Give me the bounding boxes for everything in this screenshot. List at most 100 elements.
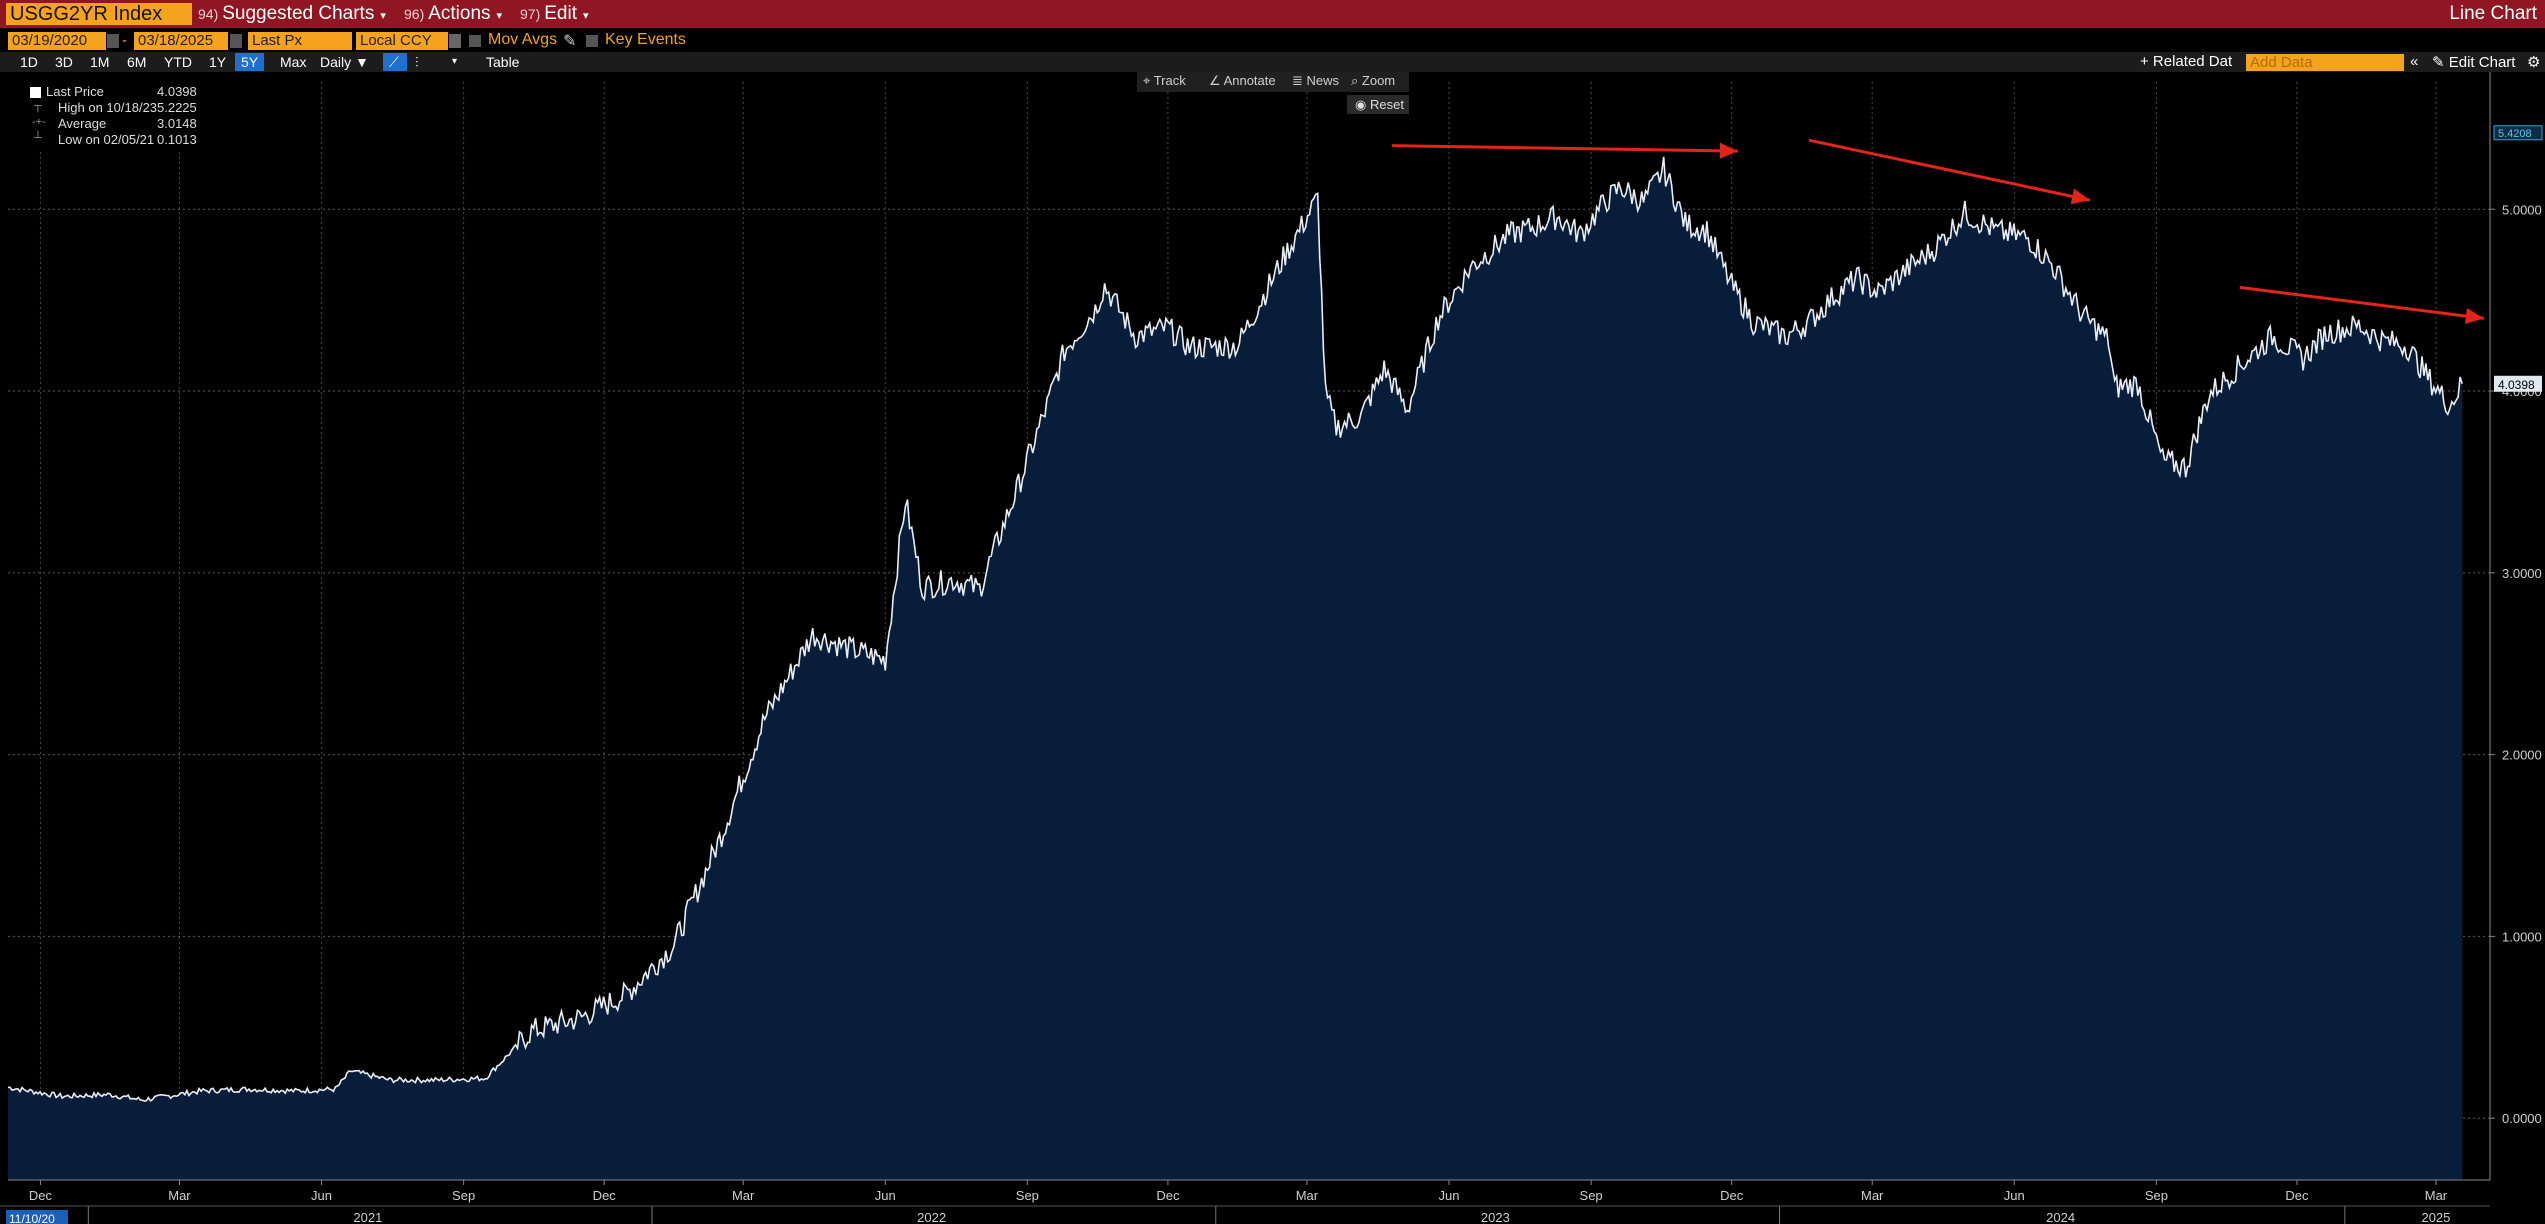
menu-number: 97) [520, 6, 541, 22]
frequency-select[interactable]: Daily ▼ [314, 53, 375, 71]
chevron-down-icon[interactable] [449, 34, 461, 48]
range-1d[interactable]: 1D [20, 54, 38, 70]
y-tick-label: 5.0000 [2502, 202, 2542, 217]
pencil-icon: ✎ [2432, 54, 2445, 71]
x-tick-label: Dec [29, 1188, 53, 1203]
line-chart-icon[interactable]: ⟋ [383, 53, 407, 71]
start-date-label: 11/10/20 [9, 1212, 55, 1224]
annotate-button[interactable]: ∠ Annotate [1209, 73, 1276, 89]
range-3d[interactable]: 3D [55, 54, 73, 70]
date-separator: - [122, 32, 127, 49]
legend-value: 4.0398 [157, 84, 197, 99]
annotations [1391, 138, 2485, 324]
collapse-icon[interactable]: « [2410, 53, 2419, 70]
y-tick-label: 2.0000 [2502, 748, 2542, 763]
x-tick-label: Mar [168, 1188, 191, 1203]
chevron-down-icon[interactable]: ▾ [452, 56, 458, 67]
x-tick-label: Dec [593, 1188, 617, 1203]
low-marker-icon: ┴ [34, 132, 42, 144]
gear-icon[interactable]: ⚙ [2527, 54, 2541, 71]
news-button[interactable]: ≣ News [1292, 73, 1339, 89]
x-tick-label: Dec [1156, 1188, 1180, 1203]
edit-chart-button[interactable]: ✎ Edit Chart [2432, 53, 2515, 71]
chevron-down-icon: ▾ [380, 10, 386, 22]
range-max[interactable]: Max [280, 54, 307, 70]
bar-chart-icon[interactable]: ⫶ [415, 54, 419, 70]
related-data-label[interactable]: + Related Dat [2140, 53, 2233, 70]
x-tick-label: Dec [1720, 1188, 1744, 1203]
start-date-tag [6, 1210, 68, 1224]
track-button[interactable]: ⌖ Track [1143, 73, 1186, 89]
tool-label: Track [1153, 73, 1186, 88]
year-label: 2025 [2421, 1210, 2450, 1224]
reset-label: Reset [1369, 97, 1404, 112]
trend-arrow [1808, 138, 2091, 202]
x-tick-label: Dec [2285, 1188, 2309, 1203]
arrow-head [2464, 308, 2484, 324]
mov-avgs-label[interactable]: Mov Avgs [488, 31, 558, 48]
axes: 0.00001.00002.00003.00004.00005.0000DecM… [0, 72, 2543, 1224]
last-price-swatch[interactable] [30, 87, 41, 98]
range-5y[interactable]: 5Y [235, 53, 265, 71]
menu-label: Edit [544, 3, 577, 24]
edit-menu[interactable]: 97) Edit ▾ [520, 2, 589, 26]
zoom-button[interactable]: ⌕ Zoom [1351, 73, 1395, 89]
range-1m[interactable]: 1M [90, 54, 110, 70]
x-tick-label: Sep [452, 1188, 475, 1203]
edit-chart-label: Edit Chart [2448, 54, 2516, 71]
chart-toolbar: ⌖ Track ∠ Annotate ≣ News ⌕ Zoom [1137, 72, 1409, 92]
menu-label: Suggested Charts [222, 3, 375, 24]
price-chart[interactable]: 0.00001.00002.00003.00004.00005.0000DecM… [0, 72, 2545, 1224]
legend-label: Last Price [46, 84, 104, 99]
end-date-field[interactable]: 03/18/2025 [134, 32, 228, 50]
magnifier-icon: ⌕ [1351, 73, 1359, 88]
menu-label: Actions [428, 3, 491, 24]
trend-arrow [2239, 285, 2485, 320]
year-label: 2021 [353, 1210, 382, 1224]
start-date-field[interactable]: 03/19/2020 [8, 32, 106, 50]
calendar-icon[interactable] [107, 34, 119, 48]
actions-menu[interactable]: 96) Actions ▾ [404, 2, 502, 26]
range-1y[interactable]: 1Y [209, 54, 227, 70]
average-marker-icon: -+- [32, 116, 46, 128]
y-tick-label: 1.0000 [2502, 929, 2542, 944]
menu-number: 96) [404, 6, 425, 22]
legend-value: 5.2225 [157, 100, 197, 115]
mov-avgs-checkbox[interactable] [469, 35, 481, 47]
ticker-input[interactable]: USGG2YR Index [6, 3, 192, 25]
range-bar: 1D 3D 1M 6M YTD 1Y 5Y Max Daily ▼ ⟋ ⫶ ▾ … [0, 52, 2545, 72]
range-ytd[interactable]: YTD [164, 54, 192, 70]
title-bar: USGG2YR Index 94) Suggested Charts ▾ 96) Ac… [0, 0, 2545, 28]
legend-value: 3.0148 [157, 116, 197, 131]
x-tick-label: Jun [2004, 1188, 2025, 1203]
x-tick-label: Mar [1296, 1188, 1319, 1203]
x-tick-label: Sep [1016, 1188, 1039, 1203]
suggested-charts-menu[interactable]: 94) Suggested Charts ▾ [198, 2, 386, 26]
add-data-input[interactable]: Add Data [2246, 54, 2404, 71]
reset-button[interactable]: ◉ Reset [1347, 95, 1409, 114]
menu-number: 94) [198, 6, 219, 22]
x-tick-label: Mar [732, 1188, 755, 1203]
x-tick-label: Sep [1580, 1188, 1603, 1203]
crosshair-icon: ⌖ [1143, 73, 1151, 88]
key-events-checkbox[interactable] [586, 35, 598, 47]
tool-label: Zoom [1361, 73, 1396, 88]
year-label: 2022 [917, 1210, 946, 1224]
legend-label: Low on 02/05/21 [58, 132, 155, 147]
price-line [8, 156, 2463, 1102]
x-tick-label: Jun [311, 1188, 332, 1203]
legend-label: Average [58, 116, 107, 131]
area-fill [8, 156, 2463, 1181]
y-tick-label: 3.0000 [2502, 566, 2542, 581]
currency-select[interactable]: Local CCY [356, 32, 448, 50]
price-field-select[interactable]: Last Px [248, 32, 352, 50]
range-6m[interactable]: 6M [127, 54, 147, 70]
key-events-label[interactable]: Key Events [605, 31, 686, 48]
pencil-icon[interactable]: ✎ [563, 33, 577, 50]
arrow-head [1719, 142, 1738, 159]
calendar-icon[interactable] [230, 34, 242, 48]
x-tick-label: Mar [1861, 1188, 1884, 1203]
radio-icon: ◉ [1355, 97, 1367, 112]
table-button[interactable]: Table [486, 54, 520, 70]
last-value-label: 4.0398 [2498, 378, 2535, 392]
